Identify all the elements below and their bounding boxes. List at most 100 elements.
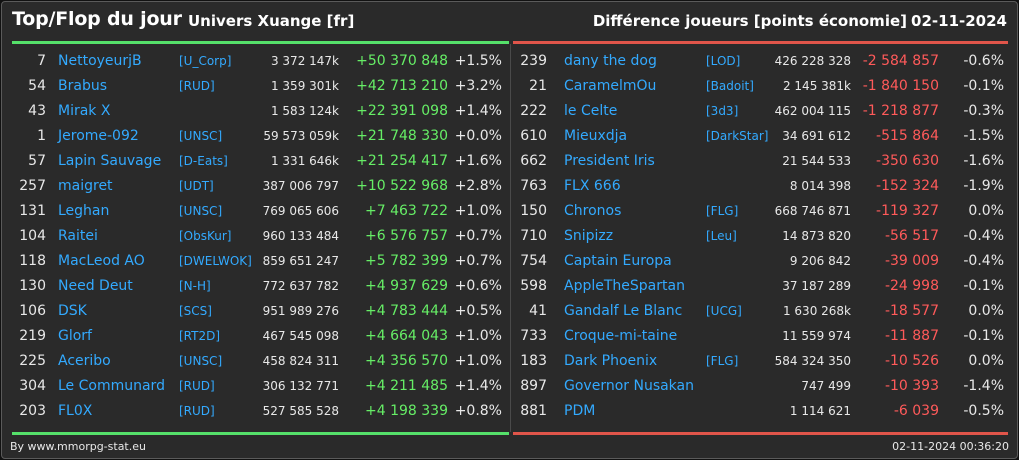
table-row: 710 Snipizz [Leu] 14 873 820 -56 517 -0.4%	[513, 224, 1008, 249]
player-name-link[interactable]: CaramelmOu	[564, 78, 657, 94]
player-name-link[interactable]: Governor Nusakan	[564, 378, 694, 394]
alliance-tag-link[interactable]: [UNSC]	[179, 204, 223, 218]
points-difference: -24 998	[884, 278, 939, 294]
player-name-link[interactable]: Aceribo	[58, 353, 111, 369]
points-difference: -152 324	[876, 178, 939, 194]
alliance-tag-link[interactable]: [RUD]	[179, 79, 215, 93]
alliance-tag-link[interactable]: [UNSC]	[179, 129, 223, 143]
alliance-tag-link[interactable]: [D-Eats]	[179, 154, 228, 168]
alliance-tag-link[interactable]: [U_Corp]	[179, 54, 232, 68]
player-points: 387 006 797	[262, 179, 339, 193]
player-name-link[interactable]: MacLeod AO	[58, 253, 145, 269]
player-name-link[interactable]: Captain Europa	[564, 253, 672, 269]
player-points: 37 187 289	[782, 279, 851, 293]
player-rank: 598	[520, 278, 547, 294]
alliance-tag-link[interactable]: [DWELWOK]	[179, 254, 252, 268]
player-name-link[interactable]: Snipizz	[564, 228, 614, 244]
player-points: 1 114 621	[789, 404, 851, 418]
table-row: 41 Gandalf Le Blanc [UCG] 1 630 268k -18 577…	[513, 299, 1008, 324]
player-name-link[interactable]: DSK	[58, 303, 87, 319]
player-name-link[interactable]: Le Communard	[58, 378, 165, 394]
points-difference: +50 370 848	[356, 53, 448, 69]
percent-change: +1.4%	[454, 378, 502, 394]
percent-change: -1.5%	[963, 128, 1004, 144]
points-difference: -1 218 877	[862, 103, 939, 119]
percent-change: +0.6%	[454, 278, 502, 294]
points-difference: -11 887	[884, 328, 939, 344]
player-name-link[interactable]: Mirak X	[58, 103, 111, 119]
player-points: 306 132 771	[262, 379, 339, 393]
player-rank: 881	[520, 403, 547, 419]
alliance-tag-link[interactable]: [FLG]	[706, 354, 739, 368]
percent-change: -0.4%	[963, 253, 1004, 269]
player-rank: 1	[37, 128, 46, 144]
alliance-tag-link[interactable]: [SCS]	[179, 304, 212, 318]
alliance-tag-link[interactable]: [Leu]	[706, 229, 737, 243]
alliance-tag-link[interactable]: [UDT]	[179, 179, 214, 193]
player-name-link[interactable]: dany the dog	[564, 53, 657, 69]
alliance-tag-link[interactable]: [RUD]	[179, 379, 215, 393]
player-points: 527 585 528	[262, 404, 339, 418]
percent-change: +1.0%	[454, 353, 502, 369]
player-rank: 104	[19, 228, 46, 244]
alliance-tag-link[interactable]: [N-H]	[179, 279, 211, 293]
player-name-link[interactable]: Croque-mi-taine	[564, 328, 678, 344]
player-name-link[interactable]: AppleTheSpartan	[564, 278, 685, 294]
player-name-link[interactable]: FLX 666	[564, 178, 621, 194]
player-name-link[interactable]: maigret	[58, 178, 113, 194]
player-name-link[interactable]: Raitei	[58, 228, 98, 244]
player-name-link[interactable]: Gandalf Le Blanc	[564, 303, 683, 319]
alliance-tag-link[interactable]: [RT2D]	[179, 329, 221, 343]
alliance-tag-link[interactable]: [LOD]	[706, 54, 741, 68]
table-row: 183 Dark Phoenix [FLG] 584 324 350 -10 526 0.…	[513, 349, 1008, 374]
table-row: 219 Glorf [RT2D] 467 545 098 +4 664 043 +1.0%	[12, 324, 509, 349]
player-name-link[interactable]: FL0X	[58, 403, 93, 419]
points-difference: -56 517	[884, 228, 939, 244]
table-row: 43 Mirak X 1 583 124k +22 391 098 +1.4%	[12, 99, 509, 124]
player-rank: 57	[28, 153, 46, 169]
top-accent-bar	[12, 41, 509, 44]
player-name-link[interactable]: Jerome-092	[58, 128, 139, 144]
player-name-link[interactable]: Mieuxdja	[564, 128, 628, 144]
alliance-tag-link[interactable]: [DarkStar]	[706, 129, 769, 143]
alliance-tag-link[interactable]: [FLG]	[706, 204, 739, 218]
player-name-link[interactable]: Leghan	[58, 203, 110, 219]
player-name-link[interactable]: Need Deut	[58, 278, 133, 294]
player-name-link[interactable]: Lapin Sauvage	[58, 153, 162, 169]
player-name-link[interactable]: Brabus	[58, 78, 107, 94]
points-difference: +21 748 330	[356, 128, 448, 144]
player-rank: 897	[520, 378, 547, 394]
alliance-tag-link[interactable]: [Badoit]	[706, 79, 754, 93]
percent-change: -1.6%	[963, 153, 1004, 169]
player-points: 59 573 059k	[263, 129, 339, 143]
footer-timestamp: 02-11-2024 00:36:20	[892, 440, 1009, 453]
player-name-link[interactable]: NettoyeurjB	[58, 53, 142, 69]
player-rank: 754	[520, 253, 547, 269]
table-row: 257 maigret [UDT] 387 006 797 +10 522 968 +2.…	[12, 174, 509, 199]
player-name-link[interactable]: President Iris	[564, 153, 655, 169]
alliance-tag-link[interactable]: [UCG]	[706, 304, 742, 318]
alliance-tag-link[interactable]: [3d3]	[706, 104, 739, 118]
table-row: 130 Need Deut [N-H] 772 637 782 +4 937 629 +0…	[12, 274, 509, 299]
player-name-link[interactable]: PDM	[564, 403, 596, 419]
player-name-link[interactable]: le Celte	[564, 103, 618, 119]
table-row: 118 MacLeod AO [DWELWOK] 859 651 247 +5 782 …	[12, 249, 509, 274]
percent-change: 0.0%	[968, 303, 1004, 319]
top-accent-bar-bottom	[12, 432, 509, 435]
player-rank: 130	[19, 278, 46, 294]
player-name-link[interactable]: Dark Phoenix	[564, 353, 658, 369]
player-rank: 304	[19, 378, 46, 394]
points-difference: +21 254 417	[356, 153, 448, 169]
alliance-tag-link[interactable]: [UNSC]	[179, 354, 223, 368]
percent-change: +0.7%	[454, 228, 502, 244]
player-rank: 21	[529, 78, 547, 94]
player-name-link[interactable]: Glorf	[58, 328, 92, 344]
player-points: 462 004 115	[774, 104, 851, 118]
universe-subtitle: Univers Xuange [fr]	[188, 12, 355, 30]
player-points: 859 651 247	[262, 254, 339, 268]
alliance-tag-link[interactable]: [RUD]	[179, 404, 215, 418]
player-name-link[interactable]: Chronos	[564, 203, 622, 219]
alliance-tag-link[interactable]: [ObsKur]	[179, 229, 232, 243]
player-points: 747 499	[801, 379, 851, 393]
